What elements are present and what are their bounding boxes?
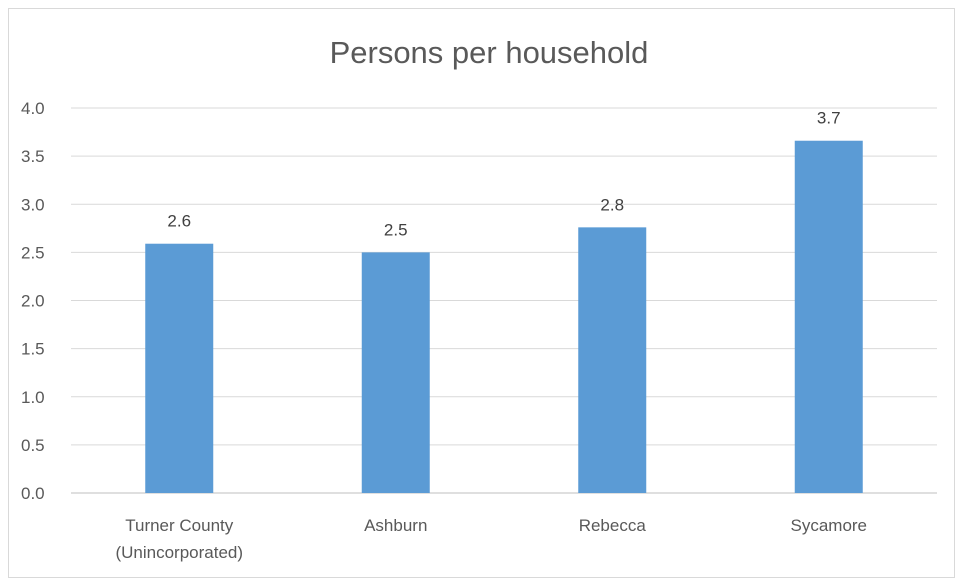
bar (145, 243, 214, 493)
y-tick-label: 4.0 (21, 99, 45, 118)
data-label: 2.6 (167, 212, 191, 231)
y-tick-label: 0.0 (21, 484, 45, 503)
y-tick-label: 1.0 (21, 388, 45, 407)
y-tick-label: 0.5 (21, 436, 45, 455)
y-tick-label: 3.5 (21, 147, 45, 166)
chart-title: Persons per household (330, 35, 649, 70)
y-tick-label: 2.5 (21, 243, 45, 262)
y-tick-label: 3.0 (21, 195, 45, 214)
y-axis-tick-labels: 0.0 0.5 1.0 1.5 2.0 2.5 3.0 3.5 4.0 (21, 99, 45, 503)
bar (578, 227, 647, 493)
y-tick-label: 1.5 (21, 340, 45, 359)
x-category-label: Rebecca (579, 516, 647, 535)
data-label: 3.7 (817, 109, 841, 128)
x-category-label: Ashburn (364, 516, 427, 535)
data-labels: 2.6 2.5 2.8 3.7 (167, 109, 840, 240)
x-category-label: (Unincorporated) (115, 543, 243, 562)
y-tick-label: 2.0 (21, 292, 45, 311)
x-category-label: Turner County (125, 516, 234, 535)
bar (361, 252, 430, 493)
data-label: 2.5 (384, 220, 408, 239)
x-category-label: Sycamore (790, 516, 867, 535)
bars (145, 140, 863, 493)
data-label: 2.8 (600, 195, 624, 214)
bar (794, 140, 863, 493)
gridlines (71, 107, 937, 494)
x-axis-category-labels: Turner County (Unincorporated) Ashburn Rebe… (115, 516, 867, 562)
